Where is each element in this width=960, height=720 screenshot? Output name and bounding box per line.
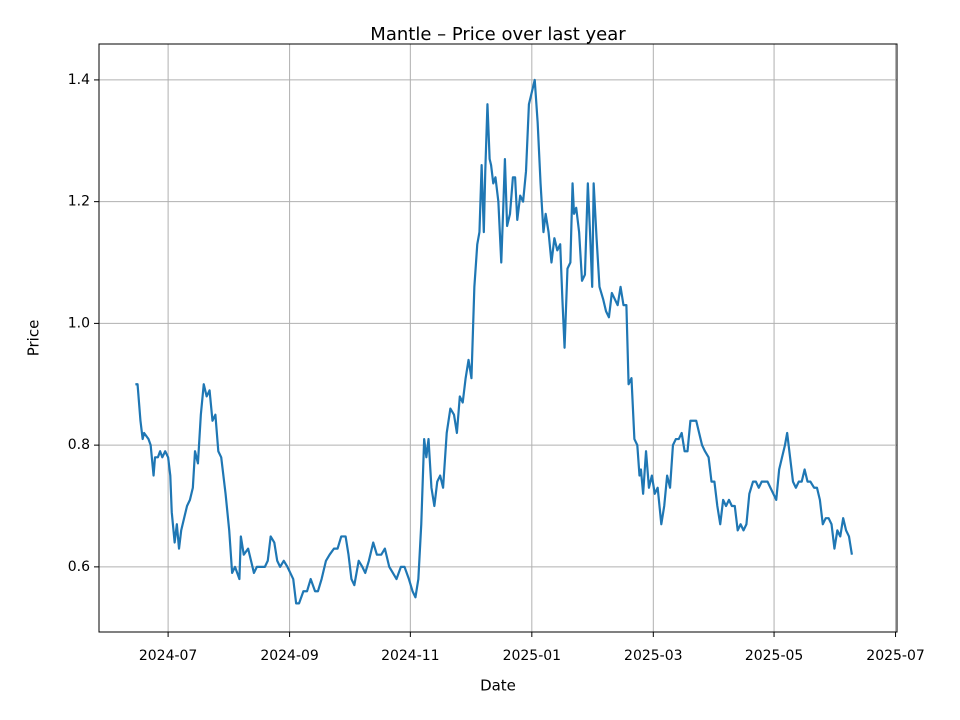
x-tick-label: 2024-11 xyxy=(381,648,440,664)
x-tick-label: 2025-01 xyxy=(503,648,562,664)
x-tick-label: 2024-09 xyxy=(260,648,319,664)
y-tick-label: 1.4 xyxy=(68,72,90,88)
y-tick-label: 0.6 xyxy=(68,559,90,575)
y-tick-label: 0.8 xyxy=(68,437,90,453)
y-axis-label: Price xyxy=(25,320,43,357)
chart-title: Mantle – Price over last year xyxy=(370,24,626,45)
x-tick-label: 2025-05 xyxy=(745,648,804,664)
plot-frame xyxy=(98,43,898,633)
x-tick-label: 2025-03 xyxy=(624,648,683,664)
y-tick-label: 1.2 xyxy=(68,194,90,210)
x-tick-label: 2024-07 xyxy=(139,648,198,664)
price-line xyxy=(135,78,853,605)
x-tick-label: 2025-07 xyxy=(866,648,925,664)
y-tick-label: 1.0 xyxy=(68,315,90,331)
x-axis-label: Date xyxy=(480,677,516,695)
